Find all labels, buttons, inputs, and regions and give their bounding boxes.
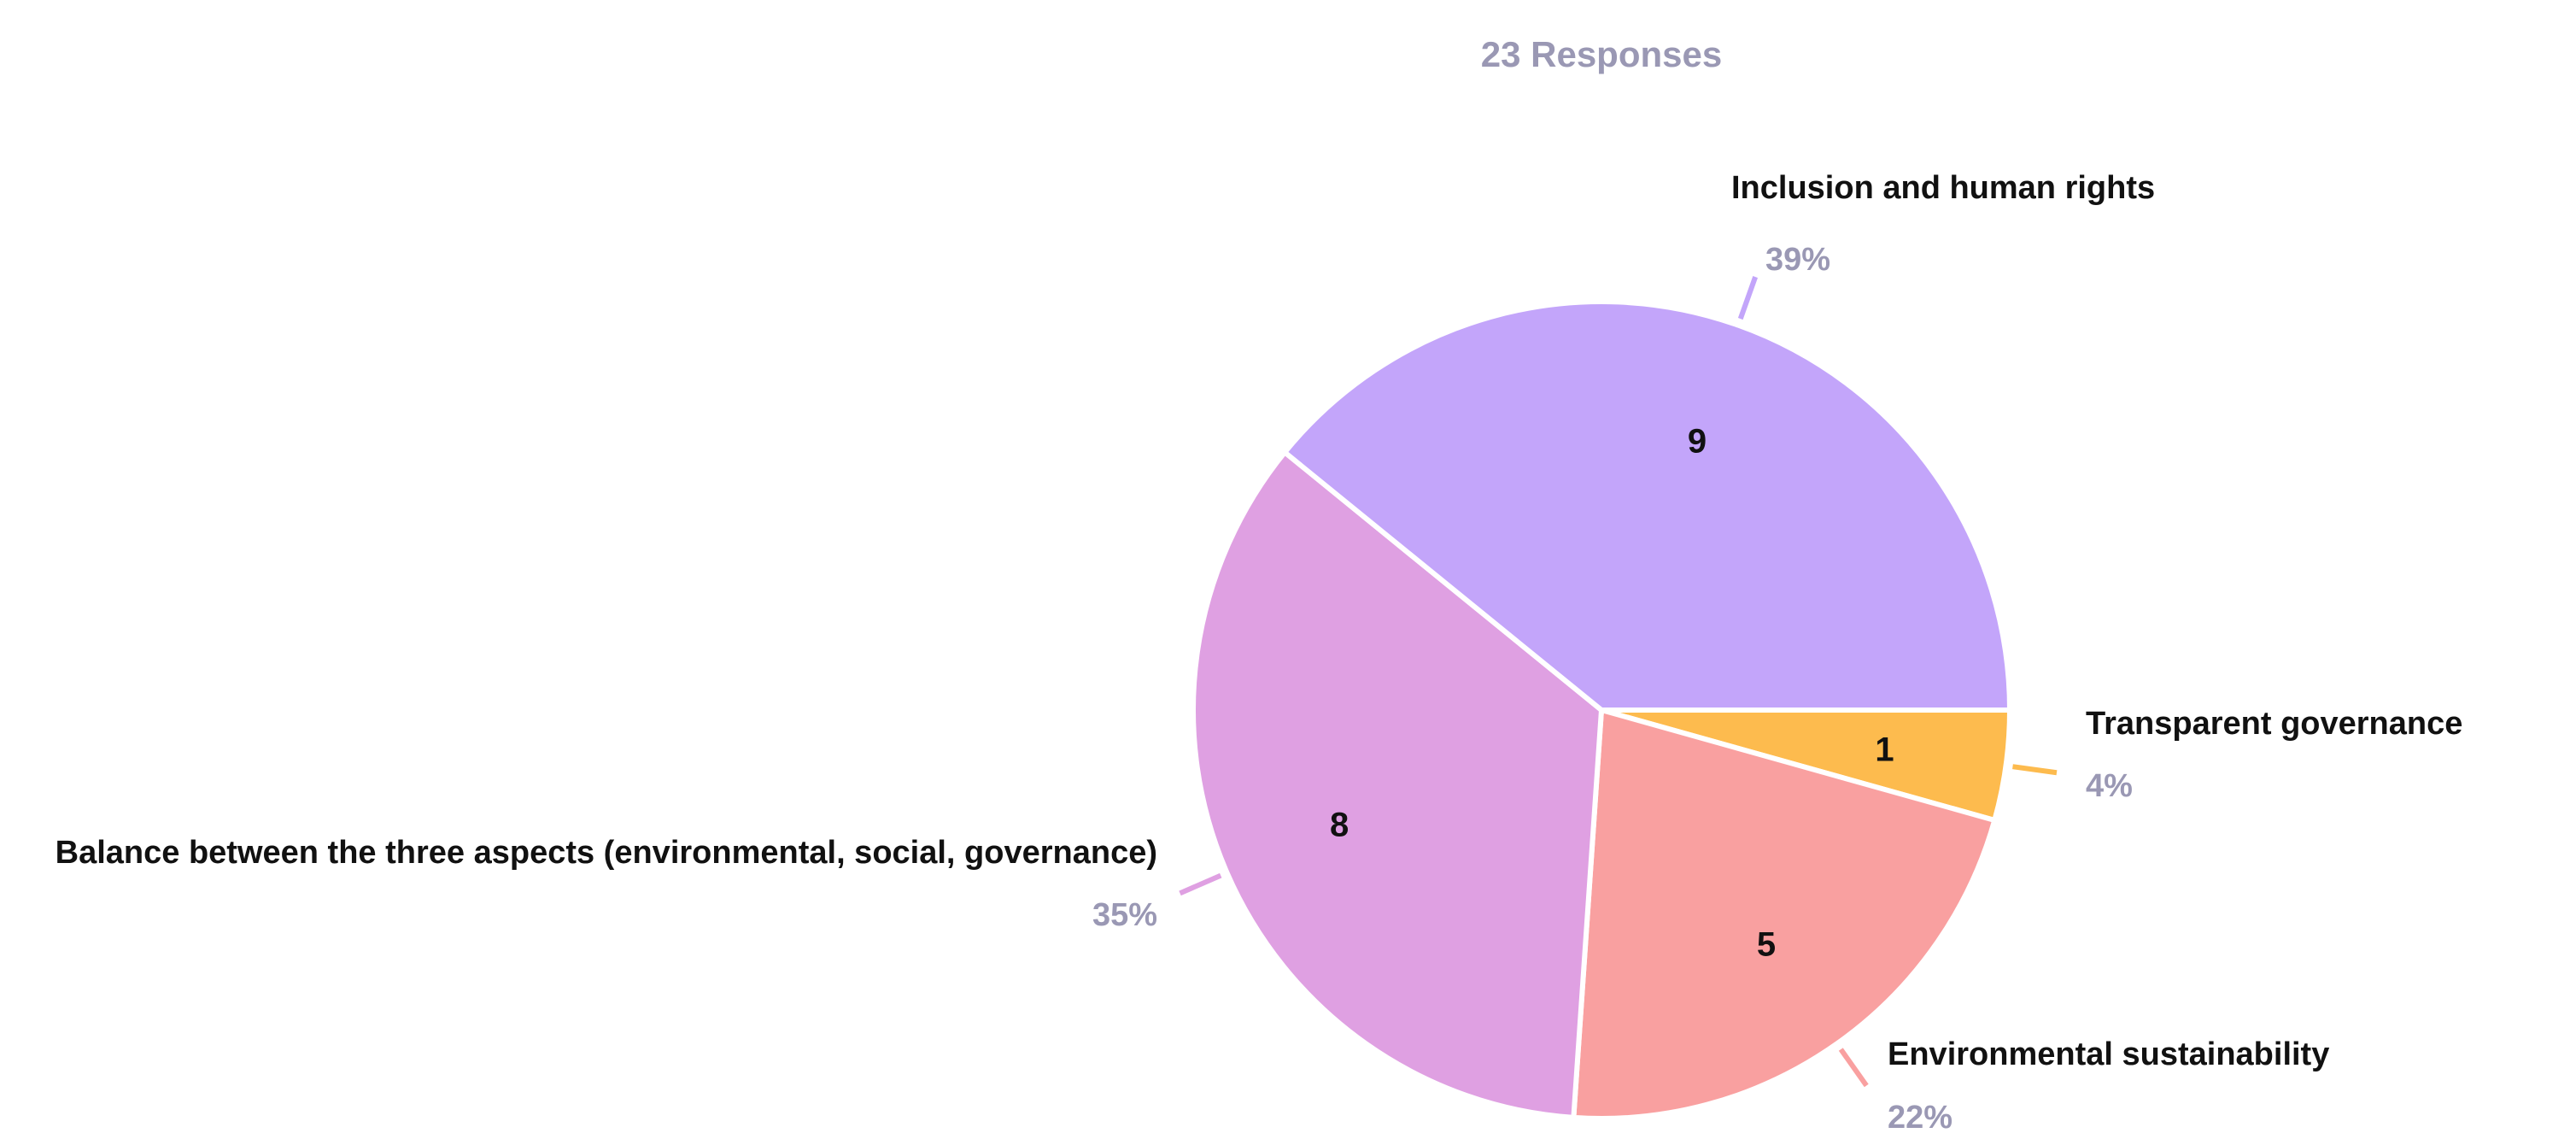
chart-subtitle: 23 Responses bbox=[1481, 34, 1722, 74]
slice-count-label: 8 bbox=[1330, 806, 1349, 843]
slice-percent-label: 35% bbox=[1092, 897, 1157, 933]
pie-slice-inclusion-and-human-rights bbox=[1280, 299, 2013, 713]
slice-category-label: Environmental sustainability bbox=[1888, 1036, 2329, 1072]
slice-category-label: Transparent governance bbox=[2086, 706, 2462, 742]
leader-lines bbox=[1179, 276, 2058, 1088]
leader-line bbox=[2012, 764, 2058, 776]
slice-count-label: 9 bbox=[1688, 423, 1707, 461]
leader-line bbox=[1737, 276, 1758, 320]
pie-slice-environmental-sustainability bbox=[1571, 707, 1998, 1121]
leader-line bbox=[1838, 1048, 1869, 1088]
slice-labels: 1 Transparent governance 4% 5 Environmental … bbox=[56, 170, 2463, 1136]
slice-category-label: Balance between the three aspects (envir… bbox=[56, 835, 1157, 871]
slice-percent-label: 39% bbox=[1765, 242, 1830, 278]
slice-count-label: 5 bbox=[1757, 925, 1776, 963]
pie-slice-balance-between-the-three-aspects-environmental-social-governance bbox=[1191, 449, 1605, 1121]
slice-percent-label: 22% bbox=[1888, 1100, 1952, 1135]
pie-slices bbox=[1191, 299, 2013, 1121]
slice-percent-label: 4% bbox=[2086, 768, 2133, 804]
slice-category-label: Inclusion and human rights bbox=[1731, 170, 2155, 206]
slice-count-label: 1 bbox=[1875, 731, 1894, 769]
leader-line bbox=[1179, 872, 1222, 896]
